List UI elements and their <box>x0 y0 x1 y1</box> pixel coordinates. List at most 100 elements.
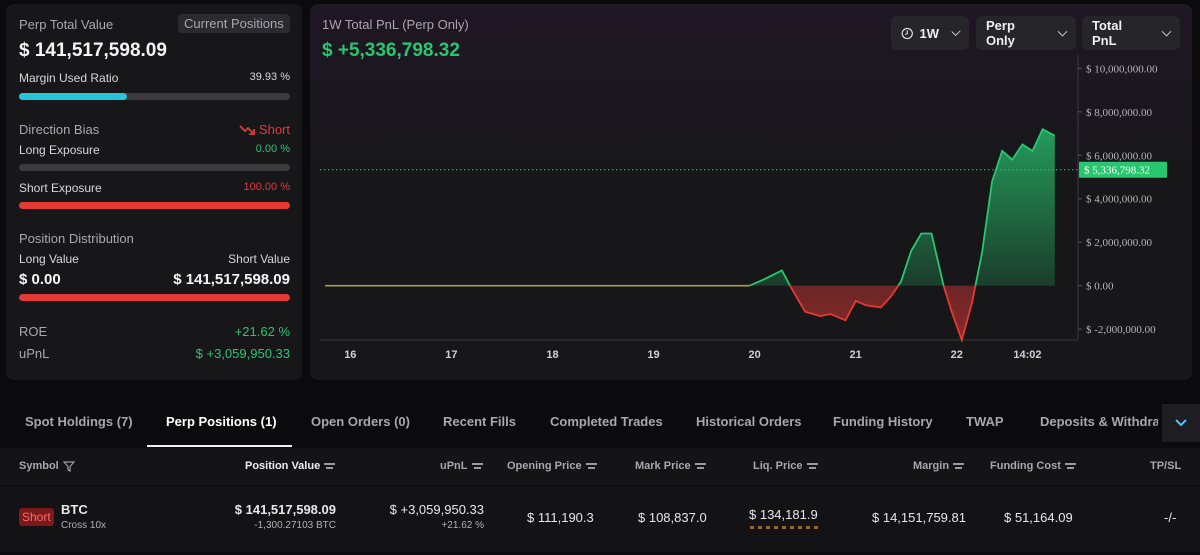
upnl-label: uPnL <box>19 346 50 361</box>
row-position-value: $ 141,517,598.09 <box>234 502 336 517</box>
tab-historical-orders[interactable]: Historical Orders <box>696 414 802 429</box>
col-opening-price[interactable]: Opening Price <box>507 460 597 472</box>
row-mark-price: $ 108,837.0 <box>638 510 707 525</box>
range-label: 1W <box>919 25 940 41</box>
col-tpsl: TP/SL <box>1150 460 1182 472</box>
col-margin[interactable]: Margin <box>913 460 965 472</box>
sort-icon <box>585 462 597 470</box>
margin-used-fill <box>19 93 128 100</box>
sort-icon <box>694 462 706 470</box>
summary-panel: Perp Total Value Current Positions $ 141… <box>6 4 302 380</box>
margin-used-label: Margin Used Ratio <box>19 71 119 85</box>
x-tick-label: 18 <box>546 349 558 361</box>
row-funding-cost: $ 51,164.09 <box>1004 510 1073 525</box>
pnl-chart[interactable]: $ 10,000,000.00 $ 8,000,000.00 $ 6,000,000… <box>310 4 1192 380</box>
sort-icon <box>1064 462 1076 470</box>
tab-deposits-withdrawals[interactable]: Deposits & Withdraw <box>1040 414 1158 429</box>
pnl-area-negative <box>325 285 976 340</box>
col-funding-cost[interactable]: Funding Cost <box>990 460 1076 472</box>
x-tick-label: 14:02 <box>1013 349 1041 361</box>
row-symbol[interactable]: BTC <box>61 502 88 517</box>
short-exposure-value: 100.00 % <box>243 181 290 193</box>
long-exposure-value: 0.00 % <box>255 143 290 155</box>
col-funding-cost-label: Funding Cost <box>990 460 1061 472</box>
scope-label: Perp Only <box>986 18 1015 48</box>
margin-used-bar <box>19 93 290 100</box>
col-mark-price[interactable]: Mark Price <box>635 460 706 472</box>
x-tick-label: 19 <box>647 349 659 361</box>
long-value-label: Long Value <box>19 252 79 266</box>
perp-total-label: Perp Total Value <box>19 17 114 32</box>
col-liq-price[interactable]: Liq. Price <box>753 460 818 472</box>
chevron-down-icon <box>1175 419 1187 427</box>
current-positions-button[interactable]: Current Positions <box>178 14 290 33</box>
positions-tabs: Spot Holdings (7) Perp Positions (1) Ope… <box>0 398 1200 446</box>
col-position-value[interactable]: Position Value <box>245 460 336 472</box>
tab-recent-fills[interactable]: Recent Fills <box>443 414 516 429</box>
perp-total-value: $ 141,517,598.09 <box>19 40 167 61</box>
row-opening-price: $ 111,190.3 <box>527 510 594 525</box>
y-tick-label: $ 6,000,000.00 <box>1086 150 1153 162</box>
tab-completed-trades[interactable]: Completed Trades <box>550 414 663 429</box>
long-exposure-label: Long Exposure <box>19 143 100 157</box>
chart-pnl-value: $ +5,336,798.32 <box>322 40 460 61</box>
sort-icon <box>806 462 818 470</box>
col-symbol[interactable]: Symbol <box>19 460 75 472</box>
position-distribution-label: Position Distribution <box>19 231 134 246</box>
long-exposure-bar <box>19 164 290 171</box>
tab-perp-positions[interactable]: Perp Positions (1) <box>166 414 277 429</box>
distribution-bar <box>19 294 290 301</box>
metric-label: Total PnL <box>1092 18 1123 48</box>
y-tick-label: $ 0.00 <box>1086 281 1114 293</box>
range-dropdown[interactable]: 1W <box>891 16 969 50</box>
row-liq-price: $ 134,181.9 <box>749 507 818 522</box>
row-margin: $ 14,151,759.81 <box>872 510 966 525</box>
col-opening-price-label: Opening Price <box>507 460 582 472</box>
pnl-chart-panel: 1W Total PnL (Perp Only) $ +5,336,798.32… <box>310 4 1192 380</box>
metric-dropdown[interactable]: Total PnL <box>1082 16 1180 50</box>
trend-down-icon <box>239 124 255 135</box>
filter-icon[interactable] <box>62 460 75 472</box>
sort-icon <box>953 462 965 470</box>
pnl-line-negative <box>749 285 977 343</box>
direction-bias-value: Short <box>239 122 290 137</box>
roe-value: +21.62 % <box>234 324 290 339</box>
x-tick-label: 17 <box>445 349 457 361</box>
y-tick-label: $ -2,000,000.00 <box>1086 324 1156 336</box>
row-upnl-pct: +21.62 % <box>441 520 484 531</box>
table-row[interactable] <box>0 486 1200 552</box>
col-mark-price-label: Mark Price <box>635 460 691 472</box>
x-tick-label: 22 <box>951 349 963 361</box>
tab-twap[interactable]: TWAP <box>966 414 1004 429</box>
col-upnl-label: uPnL <box>440 460 468 472</box>
clock-icon <box>901 27 913 39</box>
direction-bias-text: Short <box>258 122 290 137</box>
tabs-more-button[interactable] <box>1162 404 1200 442</box>
margin-used-value: 39.93 % <box>249 71 290 83</box>
scope-dropdown[interactable]: Perp Only <box>976 16 1076 50</box>
y-tick-label: $ 4,000,000.00 <box>1086 194 1153 206</box>
x-tick-label: 16 <box>344 349 356 361</box>
pnl-area-positive <box>325 129 1055 286</box>
short-exposure-label: Short Exposure <box>19 181 102 195</box>
short-value-label: Short Value <box>228 252 290 266</box>
row-tpsl[interactable]: -/- <box>1164 510 1177 525</box>
direction-bias-label: Direction Bias <box>19 122 100 137</box>
short-exposure-bar <box>19 202 290 209</box>
chart-title: 1W Total PnL (Perp Only) <box>322 17 469 32</box>
pnl-line-positive <box>749 127 1056 286</box>
side-badge: Short <box>19 508 54 526</box>
current-value-marker <box>1079 161 1167 178</box>
y-tick-label: $ 2,000,000.00 <box>1086 237 1153 249</box>
short-exposure-fill <box>19 202 290 209</box>
col-margin-label: Margin <box>913 460 950 472</box>
tab-funding-history[interactable]: Funding History <box>833 414 933 429</box>
row-upnl: $ +3,059,950.33 <box>389 502 484 517</box>
row-position-size: -1,300.27103 BTC <box>254 520 336 531</box>
current-value-marker-label: $ 5,336,798.32 <box>1084 165 1150 177</box>
tab-open-orders[interactable]: Open Orders (0) <box>311 414 410 429</box>
col-upnl[interactable]: uPnL <box>440 460 483 472</box>
tab-spot-holdings[interactable]: Spot Holdings (7) <box>25 414 133 429</box>
sort-icon <box>324 462 336 470</box>
positions-table-header: Symbol Position Value uPnL Opening Price… <box>0 448 1200 485</box>
